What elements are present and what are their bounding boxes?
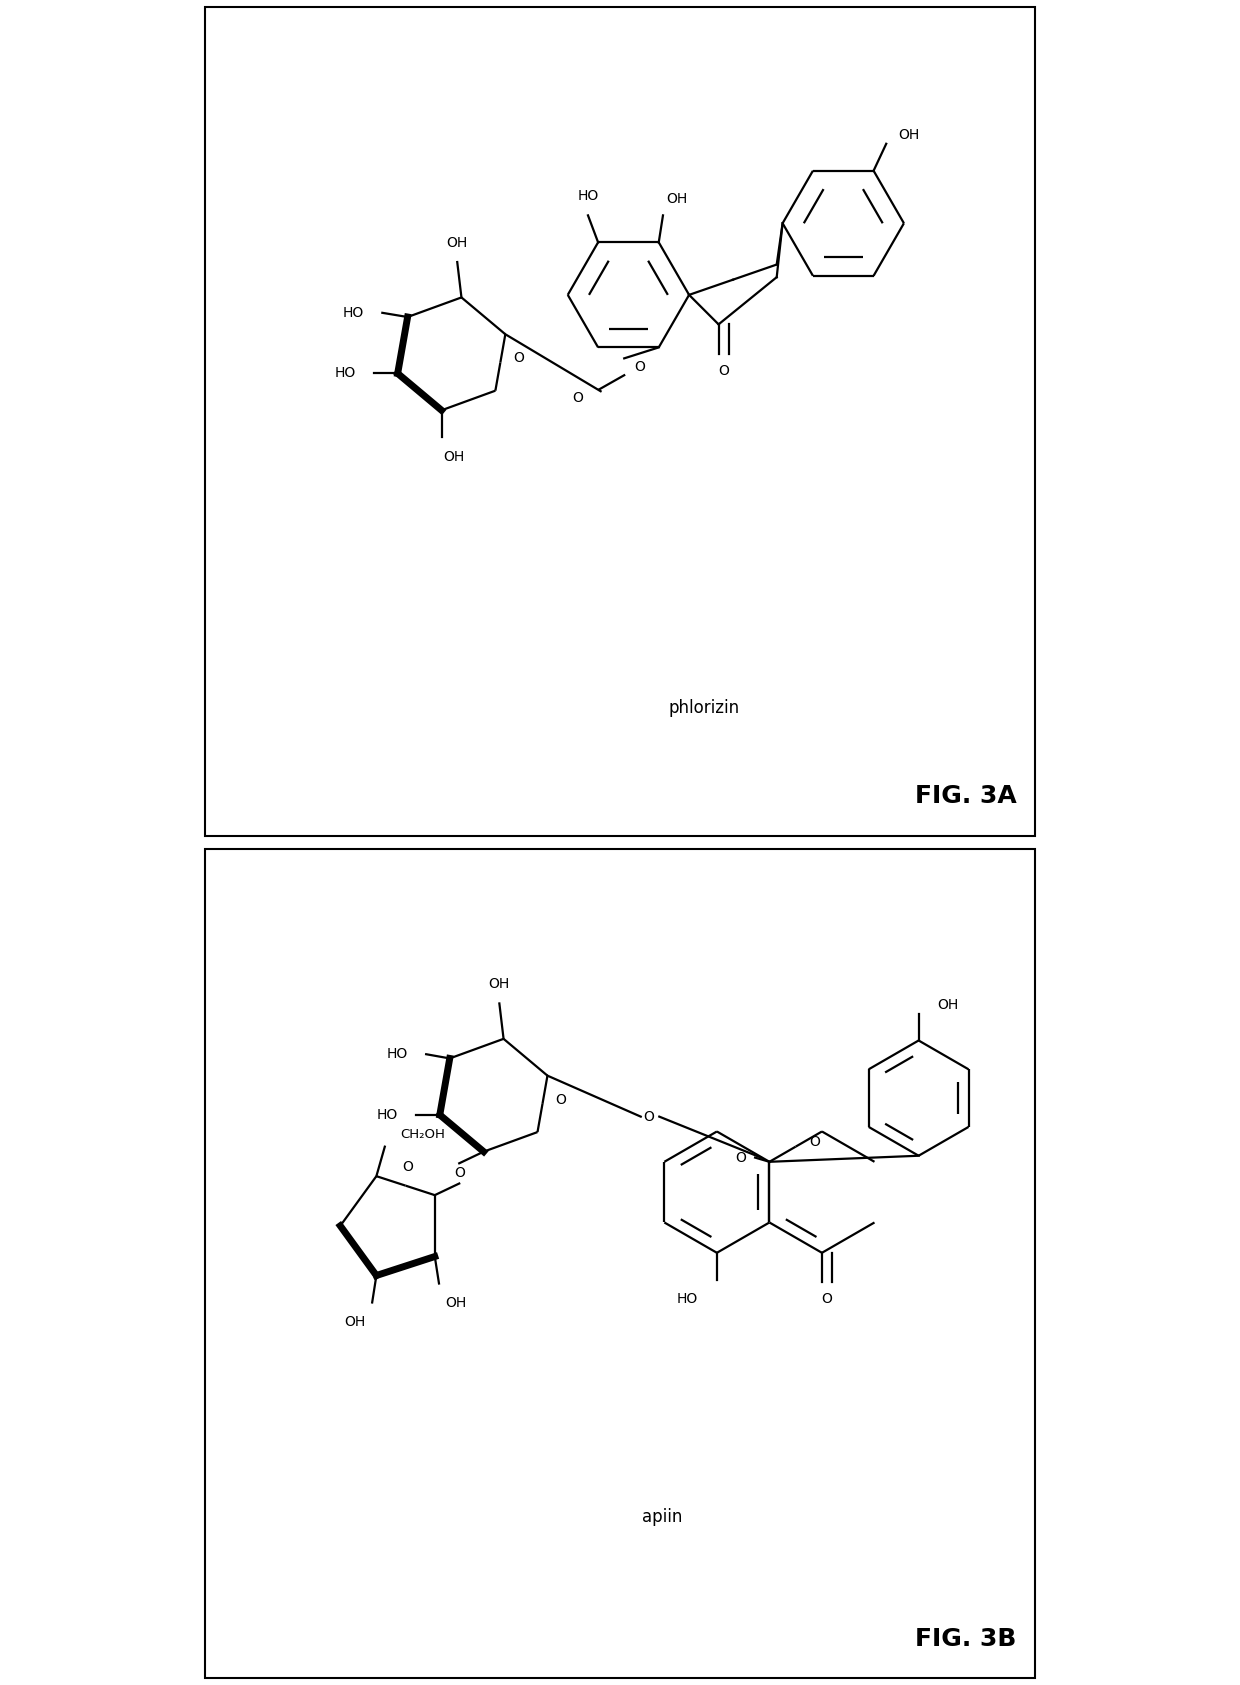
Text: O: O [735,1151,746,1164]
Text: O: O [644,1110,655,1124]
Text: OH: OH [898,128,920,142]
Text: OH: OH [937,998,959,1013]
Text: O: O [454,1166,465,1181]
Text: HO: HO [677,1292,698,1306]
Text: OH: OH [446,236,467,249]
Text: OH: OH [445,1296,466,1309]
Text: HO: HO [578,189,599,202]
Text: phlorizin: phlorizin [668,699,740,716]
Text: OH: OH [345,1314,366,1329]
Text: O: O [718,364,729,377]
Text: O: O [634,361,645,374]
Text: O: O [822,1292,832,1306]
Text: O: O [808,1136,820,1149]
Text: O: O [513,350,525,366]
Text: HO: HO [377,1107,398,1122]
Text: FIG. 3A: FIG. 3A [915,784,1017,809]
Text: O: O [402,1159,413,1174]
Text: O: O [556,1092,567,1107]
Text: HO: HO [342,305,363,320]
Text: CH₂OH: CH₂OH [401,1127,445,1141]
Text: HO: HO [387,1046,408,1062]
Text: O: O [573,391,583,404]
Text: OH: OH [667,192,688,206]
Text: HO: HO [335,366,356,381]
Text: OH: OH [444,450,465,463]
Text: OH: OH [489,977,510,991]
Text: apiin: apiin [642,1508,682,1525]
Text: FIG. 3B: FIG. 3B [915,1626,1016,1651]
